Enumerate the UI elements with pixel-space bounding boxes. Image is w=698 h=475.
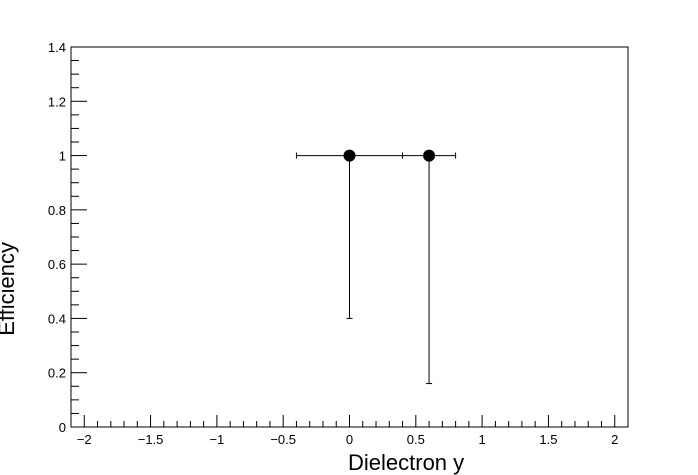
y-axis-ticks: 0 0.2 0.4 0.6 0.8 1 1.2 1.4: [48, 40, 87, 435]
data-points: [295, 149, 457, 385]
y-tick-label: 0.2: [48, 366, 66, 381]
y-tick-label: 1.2: [48, 94, 66, 109]
x-axis-ticks: −2 −1.5 −1 −0.5 0 0.5 1 1.5 2: [70, 415, 629, 447]
data-marker: [343, 149, 356, 162]
x-axis-title: Dielectron y: [348, 450, 464, 475]
y-tick-label: 0.6: [48, 257, 66, 272]
x-tick-label: 1: [479, 432, 486, 447]
x-tick-label: −1: [209, 432, 224, 447]
x-tick-label: −1.5: [138, 432, 164, 447]
data-point: [402, 149, 457, 385]
y-axis-title: Efficiency: [0, 242, 19, 336]
y-tick-label: 1.4: [48, 40, 66, 55]
x-tick-label: 0.5: [407, 432, 425, 447]
data-point: [295, 149, 404, 319]
y-tick-label: 0.4: [48, 311, 66, 326]
x-tick-label: 1.5: [539, 432, 557, 447]
y-tick-label: 0.8: [48, 203, 66, 218]
x-tick-label: 2: [611, 432, 618, 447]
data-marker: [423, 149, 436, 162]
x-tick-label: −2: [77, 432, 92, 447]
x-tick-label: 0: [346, 432, 353, 447]
y-tick-label: 0: [59, 420, 66, 435]
x-tick-label: −0.5: [270, 432, 296, 447]
y-tick-label: 1: [59, 149, 66, 164]
